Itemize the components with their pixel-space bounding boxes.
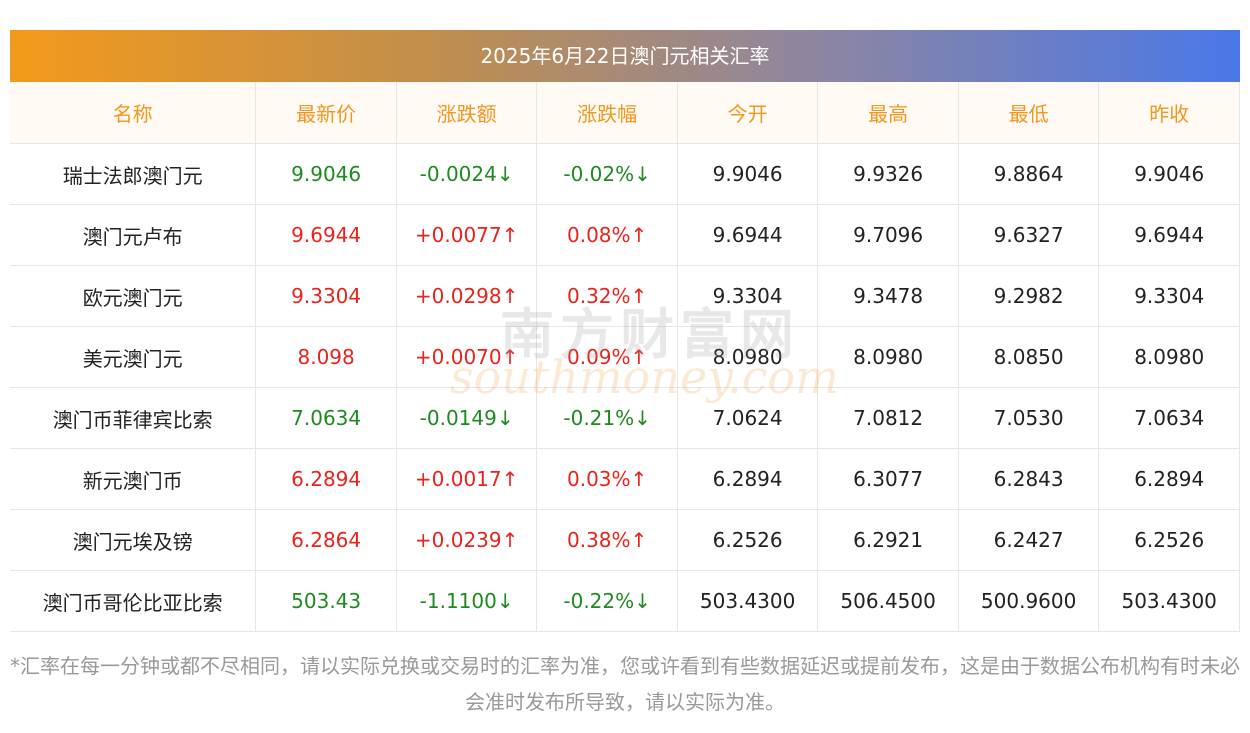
cell-prev-close: 9.6944: [1098, 204, 1240, 266]
header-change-pct: 涨跌幅: [536, 82, 678, 144]
cell-low: 9.2982: [958, 265, 1100, 327]
cell-low: 6.2427: [958, 509, 1100, 571]
header-name: 名称: [10, 82, 257, 144]
table-row: 澳门元卢布 9.6944 +0.0077↑ 0.08%↑ 9.6944 9.7096 9.6…: [10, 204, 1240, 266]
cell-open: 9.6944: [677, 204, 819, 266]
cell-open: 7.0624: [677, 387, 819, 449]
cell-name: 美元澳门元: [10, 326, 257, 388]
header-open: 今开: [677, 82, 819, 144]
table-row: 澳门元埃及镑 6.2864 +0.0239↑ 0.38%↑ 6.2526 6.2921 6.…: [10, 509, 1240, 571]
cell-change-pct: 0.09%↑: [536, 326, 678, 388]
cell-latest: 7.0634: [255, 387, 397, 449]
cell-prev-close: 9.3304: [1098, 265, 1240, 327]
header-low: 最低: [958, 82, 1100, 144]
cell-latest: 6.2864: [255, 509, 397, 571]
cell-low: 6.2843: [958, 448, 1100, 510]
cell-high: 9.7096: [817, 204, 959, 266]
cell-low: 9.6327: [958, 204, 1100, 266]
cell-change: +0.0070↑: [396, 326, 538, 388]
cell-prev-close: 7.0634: [1098, 387, 1240, 449]
cell-prev-close: 6.2894: [1098, 448, 1240, 510]
rates-table: 名称 最新价 涨跌额 涨跌幅 今开 最高 最低 昨收 瑞士法郎澳门元 9.9046…: [10, 82, 1240, 632]
cell-change-pct: 0.08%↑: [536, 204, 678, 266]
table-row: 澳门币哥伦比亚比索 503.43 -1.1100↓ -0.22%↓ 503.4300 50…: [10, 570, 1240, 632]
cell-name: 澳门币哥伦比亚比索: [10, 570, 257, 632]
cell-latest: 9.6944: [255, 204, 397, 266]
rates-panel: 2025年6月22日澳门元相关汇率 名称 最新价 涨跌额 涨跌幅 今开 最高 最…: [10, 30, 1240, 632]
cell-high: 6.2921: [817, 509, 959, 571]
cell-change-pct: -0.22%↓: [536, 570, 678, 632]
cell-change-pct: -0.21%↓: [536, 387, 678, 449]
table-row: 欧元澳门元 9.3304 +0.0298↑ 0.32%↑ 9.3304 9.3478 9.2…: [10, 265, 1240, 327]
cell-change: -1.1100↓: [396, 570, 538, 632]
header-prev-close: 昨收: [1098, 82, 1240, 144]
cell-change-pct: 0.32%↑: [536, 265, 678, 327]
cell-high: 6.3077: [817, 448, 959, 510]
cell-open: 6.2526: [677, 509, 819, 571]
cell-name: 欧元澳门元: [10, 265, 257, 327]
header-change: 涨跌额: [396, 82, 538, 144]
cell-low: 500.9600: [958, 570, 1100, 632]
table-row: 澳门币菲律宾比索 7.0634 -0.0149↓ -0.21%↓ 7.0624 7.081…: [10, 387, 1240, 449]
cell-low: 7.0530: [958, 387, 1100, 449]
cell-name: 澳门币菲律宾比索: [10, 387, 257, 449]
header-latest: 最新价: [255, 82, 397, 144]
cell-open: 6.2894: [677, 448, 819, 510]
cell-high: 7.0812: [817, 387, 959, 449]
cell-change: +0.0077↑: [396, 204, 538, 266]
cell-low: 8.0850: [958, 326, 1100, 388]
cell-open: 503.4300: [677, 570, 819, 632]
cell-prev-close: 6.2526: [1098, 509, 1240, 571]
cell-change-pct: 0.03%↑: [536, 448, 678, 510]
cell-open: 8.0980: [677, 326, 819, 388]
cell-latest: 6.2894: [255, 448, 397, 510]
cell-low: 9.8864: [958, 143, 1100, 205]
cell-latest: 8.098: [255, 326, 397, 388]
cell-name: 澳门元卢布: [10, 204, 257, 266]
cell-prev-close: 503.4300: [1098, 570, 1240, 632]
cell-change: -0.0149↓: [396, 387, 538, 449]
cell-high: 8.0980: [817, 326, 959, 388]
table-row: 瑞士法郎澳门元 9.9046 -0.0024↓ -0.02%↓ 9.9046 9.9326…: [10, 143, 1240, 205]
cell-open: 9.3304: [677, 265, 819, 327]
cell-prev-close: 9.9046: [1098, 143, 1240, 205]
cell-change: +0.0017↑: [396, 448, 538, 510]
cell-latest: 503.43: [255, 570, 397, 632]
cell-name: 澳门元埃及镑: [10, 509, 257, 571]
cell-change: +0.0239↑: [396, 509, 538, 571]
cell-change: -0.0024↓: [396, 143, 538, 205]
table-row: 美元澳门元 8.098 +0.0070↑ 0.09%↑ 8.0980 8.0980 8.08…: [10, 326, 1240, 388]
disclaimer-note: *汇率在每一分钟或都不尽相同，请以实际兑换或交易时的汇率为准，您或许看到有些数据…: [10, 654, 1240, 714]
cell-name: 新元澳门币: [10, 448, 257, 510]
cell-prev-close: 8.0980: [1098, 326, 1240, 388]
cell-latest: 9.3304: [255, 265, 397, 327]
table-title: 2025年6月22日澳门元相关汇率: [10, 30, 1240, 82]
cell-change: +0.0298↑: [396, 265, 538, 327]
cell-change-pct: 0.38%↑: [536, 509, 678, 571]
cell-high: 506.4500: [817, 570, 959, 632]
cell-latest: 9.9046: [255, 143, 397, 205]
header-row: 名称 最新价 涨跌额 涨跌幅 今开 最高 最低 昨收: [10, 82, 1240, 144]
cell-change-pct: -0.02%↓: [536, 143, 678, 205]
cell-high: 9.3478: [817, 265, 959, 327]
header-high: 最高: [817, 82, 959, 144]
table-row: 新元澳门币 6.2894 +0.0017↑ 0.03%↑ 6.2894 6.3077 6.2…: [10, 448, 1240, 510]
cell-open: 9.9046: [677, 143, 819, 205]
cell-name: 瑞士法郎澳门元: [10, 143, 257, 205]
cell-high: 9.9326: [817, 143, 959, 205]
